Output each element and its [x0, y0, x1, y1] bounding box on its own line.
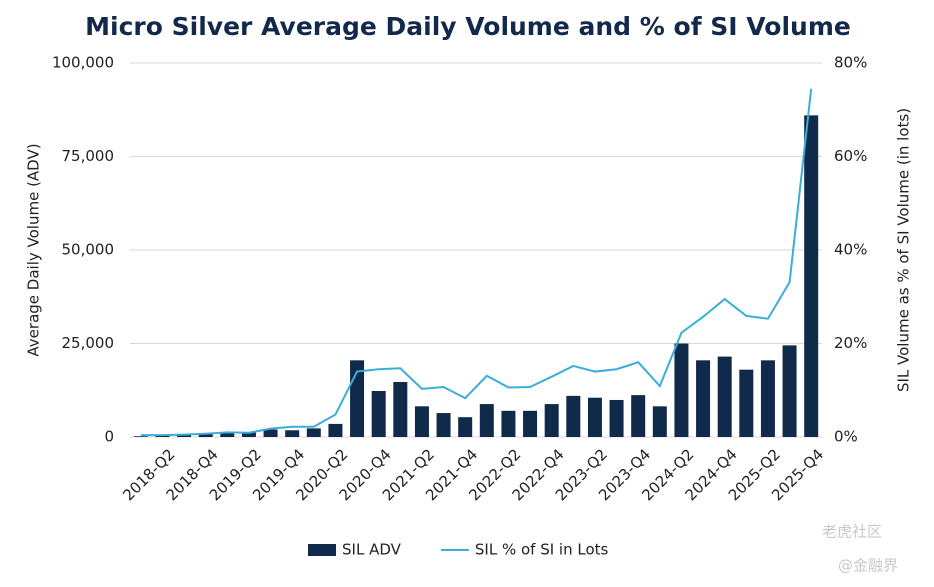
line	[140, 88, 813, 437]
bar	[241, 432, 256, 437]
bar	[739, 369, 754, 437]
bar	[155, 435, 170, 437]
bar	[285, 430, 300, 437]
y-tick-label: 100,000	[52, 54, 114, 72]
bar	[479, 404, 494, 437]
bar	[631, 395, 646, 437]
bar	[760, 360, 775, 437]
legend-label: SIL ADV	[342, 541, 402, 559]
bar	[371, 390, 386, 437]
bar	[458, 417, 473, 437]
bar	[177, 435, 192, 437]
bar	[544, 404, 559, 437]
bar	[198, 434, 213, 437]
watermark: 老虎社区	[822, 523, 882, 541]
chart-title: Micro Silver Average Daily Volume and % …	[85, 12, 851, 41]
y-tick-label: 25,000	[62, 334, 115, 352]
bar	[414, 406, 429, 437]
legend-swatch	[308, 544, 336, 556]
bar	[393, 382, 408, 437]
y2-tick-label: 80%	[834, 54, 867, 72]
bar	[717, 356, 732, 437]
bar	[133, 436, 148, 437]
y-axis-title: Average Daily Volume (ADV)	[25, 143, 43, 356]
bar	[306, 428, 321, 437]
y2-tick-label: 40%	[834, 241, 867, 259]
bar	[328, 423, 343, 437]
bar	[609, 399, 624, 437]
bar	[804, 115, 819, 438]
y2-tick-label: 60%	[834, 147, 867, 165]
bar	[436, 413, 451, 437]
bar	[523, 410, 538, 437]
bar	[220, 433, 235, 437]
bar	[587, 397, 602, 437]
watermark: @金融界	[838, 557, 898, 575]
bar	[652, 406, 667, 437]
y2-tick-label: 20%	[834, 334, 867, 352]
bar	[263, 429, 278, 437]
y-tick-label: 0	[104, 428, 114, 446]
bar	[566, 395, 581, 437]
y-tick-label: 50,000	[62, 241, 115, 259]
bar	[674, 343, 689, 437]
bar	[501, 410, 516, 437]
y-tick-label: 75,000	[62, 147, 115, 165]
bar	[782, 345, 797, 437]
y2-axis-title: SIL Volume as % of SI Volume (in lots)	[895, 108, 913, 392]
legend-label: SIL % of SI in Lots	[475, 541, 609, 559]
y2-tick-label: 0%	[834, 428, 858, 446]
bar	[696, 360, 711, 437]
